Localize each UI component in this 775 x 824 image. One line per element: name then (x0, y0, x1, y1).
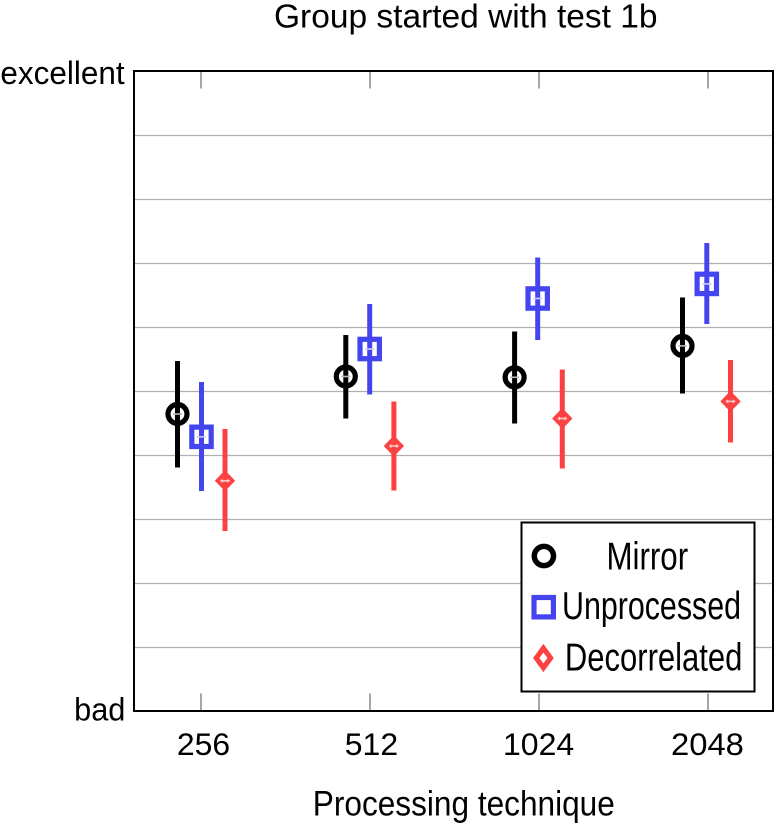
svg-text:Decorrelated: Decorrelated (565, 636, 743, 679)
svg-text:Processing technique: Processing technique (313, 784, 615, 824)
svg-text:256: 256 (177, 726, 230, 762)
svg-text:bad: bad (74, 692, 125, 728)
svg-text:Group started with test 1b: Group started with test 1b (274, 0, 658, 35)
svg-text:2048: 2048 (671, 726, 744, 762)
svg-text:excellent: excellent (0, 55, 124, 91)
svg-text:1024: 1024 (503, 726, 574, 762)
svg-text:Mirror: Mirror (607, 536, 689, 579)
svg-text:Unprocessed: Unprocessed (562, 585, 741, 628)
svg-text:512: 512 (345, 726, 398, 762)
